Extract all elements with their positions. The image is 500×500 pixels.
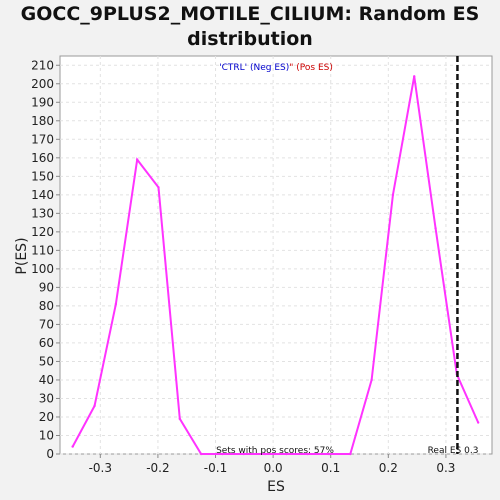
y-tick-label: 100 bbox=[31, 262, 54, 276]
y-tick-label: 130 bbox=[31, 206, 54, 220]
series-point bbox=[306, 452, 309, 456]
series-point bbox=[157, 186, 160, 189]
y-tick-label: 20 bbox=[39, 410, 54, 424]
series-point bbox=[199, 452, 203, 456]
x-tick-label: -0.1 bbox=[204, 461, 227, 475]
series-points bbox=[71, 75, 480, 456]
series-point bbox=[391, 193, 395, 197]
chart-title-line-1: GOCC_9PLUS2_MOTILE_CILIUM: Random ES bbox=[20, 3, 480, 25]
y-tick-label: 170 bbox=[31, 132, 54, 146]
series-point bbox=[434, 226, 437, 230]
x-axis-ticks: -0.3 -0.2 -0.1 0.0 0.1 0.2 0.3 bbox=[89, 454, 455, 475]
series-point bbox=[71, 445, 74, 448]
y-tick-label: 200 bbox=[31, 77, 54, 91]
x-tick-label: -0.2 bbox=[146, 461, 169, 475]
y-tick-label: 90 bbox=[39, 280, 54, 294]
series-point bbox=[327, 452, 331, 456]
legend-neg-label: 'CTRL' (Neg ES) bbox=[219, 63, 289, 73]
y-tick-label: 0 bbox=[46, 447, 54, 461]
y-tick-label: 40 bbox=[39, 373, 54, 387]
x-axis-label: ES bbox=[267, 479, 285, 495]
y-tick-label: 180 bbox=[31, 114, 54, 128]
x-tick-label: 0.3 bbox=[436, 461, 455, 475]
series-line bbox=[71, 76, 480, 455]
y-tick-label: 50 bbox=[39, 354, 54, 368]
y-tick-label: 70 bbox=[39, 317, 54, 331]
series-point bbox=[93, 404, 96, 408]
series-point bbox=[263, 452, 267, 456]
series-point bbox=[221, 452, 224, 456]
y-tick-label: 10 bbox=[39, 428, 54, 442]
legend-pos-label: " (Pos ES) bbox=[289, 63, 333, 73]
series-point bbox=[349, 452, 352, 456]
y-tick-label: 80 bbox=[39, 299, 54, 313]
series-point bbox=[285, 452, 288, 456]
y-tick-label: 190 bbox=[31, 95, 54, 109]
chart-title-line-2: distribution bbox=[187, 28, 313, 50]
x-tick-label: 0.1 bbox=[321, 461, 340, 475]
x-tick-label: 0.0 bbox=[264, 461, 283, 475]
grid-x bbox=[99, 56, 447, 454]
legend: 'CTRL' (Neg ES)" (Pos ES) bbox=[219, 63, 333, 73]
series-point bbox=[370, 378, 373, 382]
y-tick-label: 140 bbox=[31, 188, 54, 202]
y-tick-label: 110 bbox=[31, 243, 54, 257]
y-axis-label: P(ES) bbox=[14, 237, 30, 274]
series-point bbox=[114, 302, 118, 306]
plot-area bbox=[59, 55, 493, 455]
series-point bbox=[413, 75, 416, 78]
y-tick-label: 150 bbox=[31, 169, 54, 183]
y-tick-label: 210 bbox=[31, 58, 54, 72]
series-point bbox=[476, 421, 480, 424]
series-point bbox=[135, 158, 139, 161]
real-es-label: Real ES 0.3 bbox=[428, 446, 479, 456]
y-axis-ticks: 0 10 20 30 40 50 60 70 80 90 100 110 120 130 140 150 160… bbox=[31, 58, 60, 461]
pos-scores-annotation: Sets with pos scores: 57% bbox=[216, 446, 334, 456]
x-tick-label: -0.3 bbox=[89, 461, 112, 475]
series-point bbox=[242, 452, 245, 456]
y-tick-label: 120 bbox=[31, 225, 54, 239]
y-tick-label: 30 bbox=[39, 391, 54, 405]
y-tick-label: 160 bbox=[31, 151, 54, 165]
y-tick-label: 60 bbox=[39, 336, 54, 350]
x-tick-label: 0.2 bbox=[379, 461, 398, 475]
series-point bbox=[178, 417, 182, 421]
